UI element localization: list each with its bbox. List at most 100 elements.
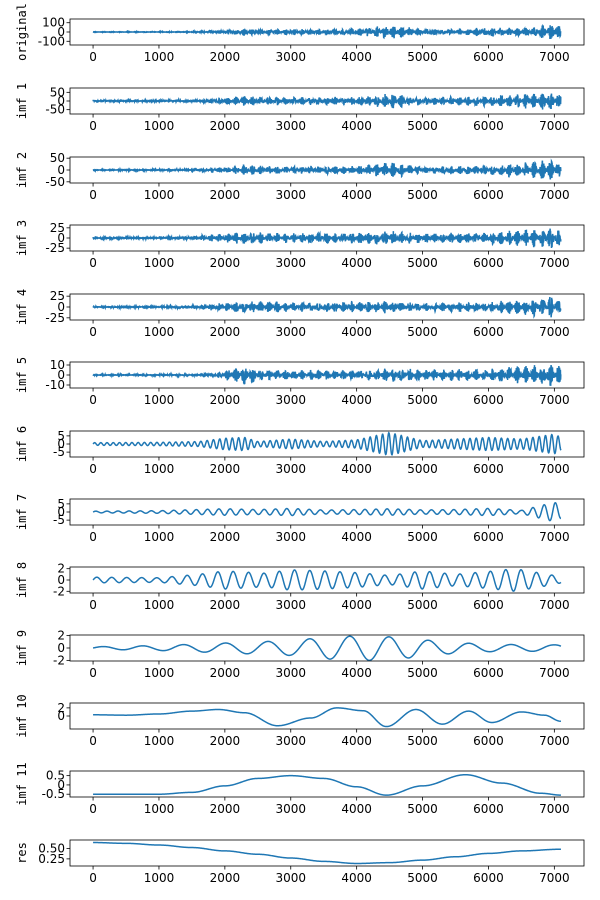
series-line	[92, 158, 562, 180]
y-axis-label: imf 7	[15, 494, 29, 530]
x-tick-label: 6000	[473, 50, 504, 64]
x-tick-label: 6000	[473, 393, 504, 407]
x-tick-label: 4000	[341, 871, 372, 885]
x-tick-label: 7000	[539, 325, 570, 339]
y-tick-label: 0	[57, 300, 65, 314]
x-tick-label: 0	[89, 188, 97, 202]
x-tick-label: 6000	[473, 119, 504, 133]
x-tick-label: 7000	[539, 530, 570, 544]
x-tick-label: 6000	[473, 462, 504, 476]
x-tick-label: 4000	[341, 256, 372, 270]
y-axis-label: imf 11	[15, 762, 29, 805]
x-tick-label: 2000	[210, 325, 241, 339]
y-tick-label: 0	[57, 573, 65, 587]
y-tick-label: 2	[57, 562, 65, 576]
series-line	[92, 93, 562, 110]
series-line	[92, 568, 562, 592]
series-line	[93, 841, 561, 865]
x-tick-label: 3000	[275, 734, 306, 748]
x-tick-label: 5000	[407, 666, 438, 680]
y-tick-label: -10	[45, 378, 65, 392]
x-tick-label: 1000	[144, 256, 175, 270]
x-tick-label: 6000	[473, 734, 504, 748]
y-tick-label: 100	[42, 16, 65, 30]
x-tick-label: 2000	[210, 734, 241, 748]
axes-frame	[69, 430, 585, 458]
axes-frame	[69, 770, 585, 798]
x-tick-label: 7000	[539, 734, 570, 748]
x-tick-label: 0	[89, 802, 97, 816]
series-line	[92, 365, 562, 386]
x-tick-label: 4000	[341, 393, 372, 407]
series-line	[93, 707, 561, 728]
x-tick-label: 1000	[144, 325, 175, 339]
x-tick-label: 6000	[473, 256, 504, 270]
x-tick-label: 4000	[341, 50, 372, 64]
x-tick-label: 0	[89, 393, 97, 407]
x-tick-label: 0	[89, 462, 97, 476]
x-tick-label: 0	[89, 871, 97, 885]
x-tick-label: 3000	[275, 530, 306, 544]
x-tick-label: 5000	[407, 256, 438, 270]
y-tick-label: -5	[53, 513, 65, 527]
x-tick-label: 2000	[210, 871, 241, 885]
series-line	[93, 773, 561, 796]
x-tick-label: 4000	[341, 666, 372, 680]
x-tick-label: 6000	[473, 530, 504, 544]
x-tick-label: 4000	[341, 188, 372, 202]
y-tick-label: 10	[50, 358, 65, 372]
x-tick-label: 0	[89, 256, 97, 270]
x-tick-label: 6000	[473, 188, 504, 202]
x-tick-label: 0	[89, 530, 97, 544]
y-tick-label: 2	[57, 629, 65, 643]
x-tick-label: 2000	[210, 119, 241, 133]
y-axis-label: imf 9	[15, 630, 29, 666]
y-axis-label: res	[15, 842, 29, 864]
y-tick-label: 0.5	[46, 769, 65, 783]
x-tick-label: 3000	[275, 802, 306, 816]
x-tick-label: 1000	[144, 188, 175, 202]
x-tick-label: 0	[89, 734, 97, 748]
series-line	[92, 296, 562, 319]
series-line	[92, 635, 562, 661]
x-tick-label: 5000	[407, 50, 438, 64]
x-tick-label: 1000	[144, 50, 175, 64]
subplot-original: 0 1000 2000 3000 4000 5000 6000 70001000-100ori…	[15, 3, 585, 64]
x-tick-label: 1000	[144, 666, 175, 680]
x-tick-label: 2000	[210, 598, 241, 612]
x-tick-label: 3000	[275, 462, 306, 476]
x-tick-label: 6000	[473, 666, 504, 680]
y-tick-label: -50	[45, 175, 65, 189]
x-tick-label: 5000	[407, 462, 438, 476]
series-line	[92, 228, 562, 248]
x-tick-label: 4000	[341, 325, 372, 339]
x-tick-label: 5000	[407, 325, 438, 339]
x-tick-label: 0	[89, 50, 97, 64]
x-tick-label: 2000	[210, 188, 241, 202]
y-tick-label: 5	[57, 429, 65, 443]
x-tick-label: 7000	[539, 666, 570, 680]
y-tick-label: 0	[57, 437, 65, 451]
x-tick-label: 2000	[210, 462, 241, 476]
x-tick-label: 4000	[341, 734, 372, 748]
y-tick-label: 0	[57, 94, 65, 108]
x-tick-label: 3000	[275, 871, 306, 885]
x-tick-label: 3000	[275, 256, 306, 270]
y-axis-label: imf 8	[15, 562, 29, 598]
x-tick-label: 3000	[275, 666, 306, 680]
y-tick-label: -0.5	[42, 787, 65, 801]
x-tick-label: 6000	[473, 598, 504, 612]
y-tick-label: 0.50	[38, 841, 65, 855]
y-tick-label: 0	[57, 709, 65, 723]
y-tick-label: 0	[57, 368, 65, 382]
axes-frame	[69, 839, 585, 867]
